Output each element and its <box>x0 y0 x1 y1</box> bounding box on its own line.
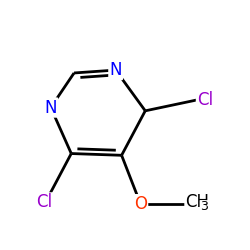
Text: N: N <box>110 61 122 79</box>
Text: N: N <box>44 98 57 116</box>
Text: 3: 3 <box>200 200 208 213</box>
Text: CH: CH <box>186 193 210 211</box>
Text: O: O <box>134 195 147 213</box>
Text: Cl: Cl <box>36 194 52 212</box>
Text: Cl: Cl <box>197 91 213 109</box>
